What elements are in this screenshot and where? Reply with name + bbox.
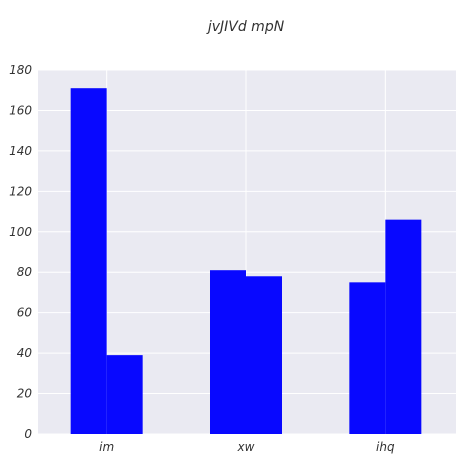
y-tick-label: 60 [17,306,33,320]
y-tick-label: 20 [17,387,33,401]
x-axis-ticks: im xw ihq [99,440,395,454]
y-tick-label: 120 [9,184,32,198]
bar-ihq-1 [349,282,386,434]
bar-xw-1 [210,270,246,434]
chart-title: jvJIVd mpN [206,19,285,35]
bar-ihq-2 [385,219,422,434]
y-axis-ticks: 0 20 40 60 80 100 120 140 160 180 [9,63,32,441]
y-tick-label: 100 [9,225,32,239]
y-tick-label: 140 [9,144,32,158]
y-tick-label: 80 [17,265,33,279]
y-tick-label: 180 [9,63,32,77]
x-tick-label-xw: xw [237,440,255,454]
bar-im-2 [106,355,143,434]
bar-im-1 [70,88,107,434]
x-tick-label-ihq: ihq [376,440,395,454]
y-tick-label: 0 [24,427,32,441]
bar-xw-2 [246,276,282,434]
x-tick-label-im: im [99,440,114,454]
y-tick-label: 40 [17,346,33,360]
y-tick-label: 160 [9,103,32,117]
bars [70,88,422,434]
